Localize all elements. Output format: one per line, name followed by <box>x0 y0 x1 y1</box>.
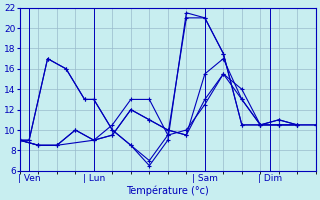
X-axis label: Température (°c): Température (°c) <box>126 185 209 196</box>
